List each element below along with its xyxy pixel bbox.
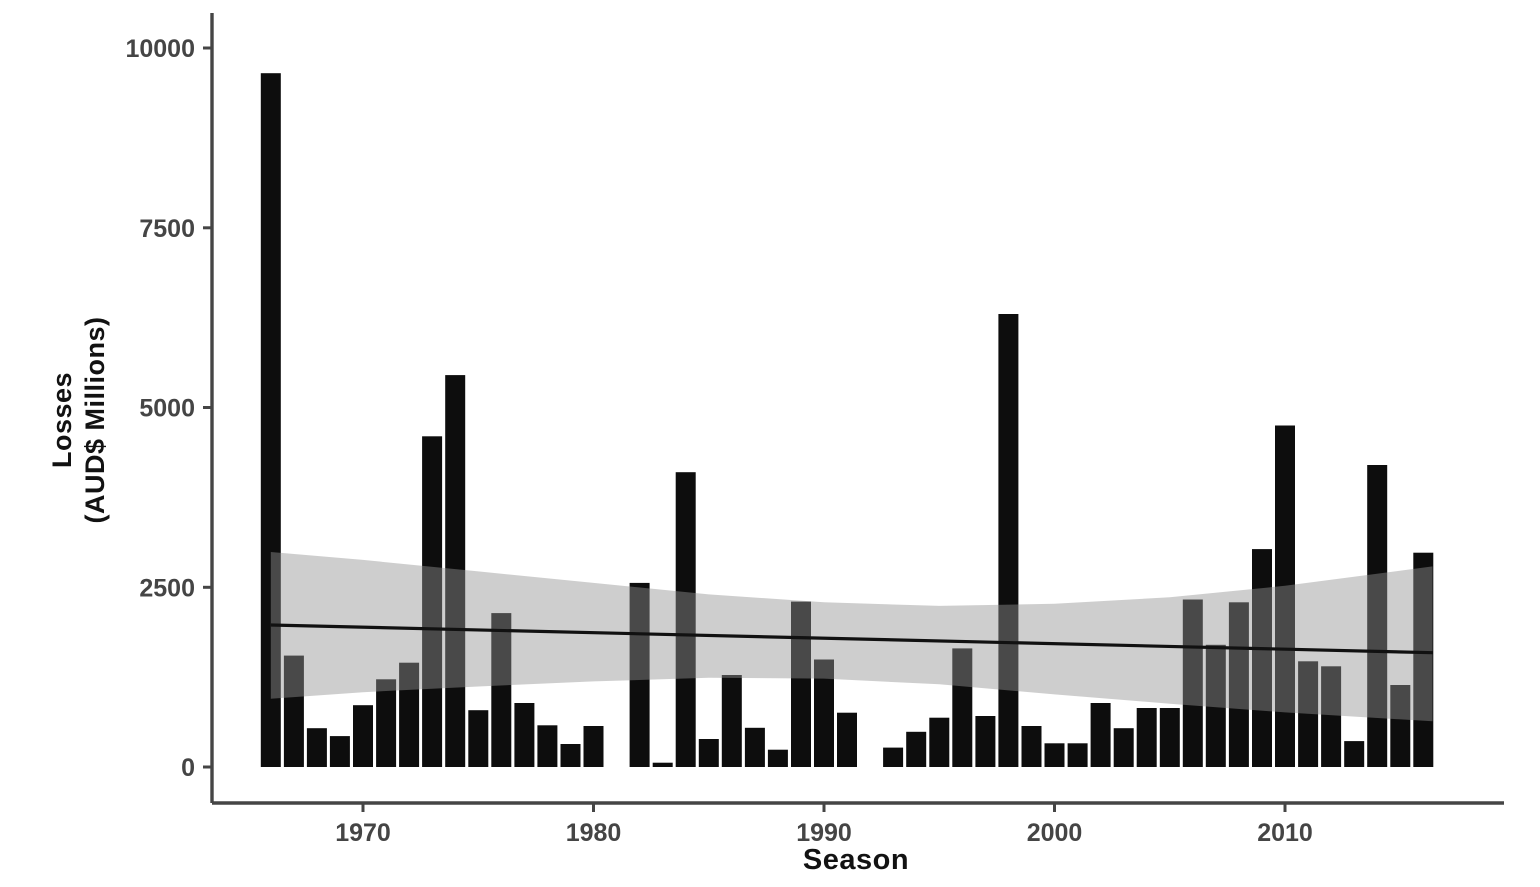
bar-1978 (537, 725, 558, 767)
bar-1983 (652, 762, 673, 767)
x-axis-title: Season (802, 844, 910, 876)
bar-2015 (1390, 685, 1411, 767)
y-axis-title: Losses (AUD$ Millions) (47, 316, 110, 524)
bar-2001 (1067, 743, 1088, 767)
y-tick-label-0: 0 (181, 754, 195, 782)
bar-1972 (399, 662, 420, 767)
bar-1979 (560, 744, 581, 767)
bar-1966 (260, 73, 281, 767)
y-tick-label-5000: 5000 (139, 395, 195, 423)
bar-2006 (1182, 599, 1203, 767)
bars-group (260, 73, 1434, 767)
bar-2010 (1275, 425, 1295, 767)
bar-1987 (744, 727, 765, 767)
bar-1976 (491, 613, 512, 767)
bar-1993 (883, 747, 904, 767)
bar-1980 (583, 726, 604, 767)
bar-1968 (306, 728, 327, 767)
bar-2003 (1113, 728, 1134, 767)
bar-2016 (1413, 552, 1434, 767)
bar-1988 (767, 749, 788, 767)
bar-1995 (929, 717, 950, 767)
bar-1985 (698, 739, 719, 767)
x-tick-label-1980: 1980 (566, 819, 622, 847)
bar-1982 (629, 582, 650, 767)
bar-1975 (468, 710, 489, 767)
bar-1984 (675, 472, 696, 767)
y-tick-label-10000: 10000 (125, 35, 195, 63)
bar-1998 (998, 314, 1019, 767)
bar-1971 (376, 679, 397, 767)
x-tick-label-1990: 1990 (796, 819, 852, 847)
bar-1973 (422, 436, 443, 767)
bar-2004 (1136, 708, 1157, 767)
bar-1970 (353, 705, 373, 767)
bar-1986 (721, 675, 742, 767)
bar-2009 (1252, 549, 1272, 767)
bar-1997 (975, 716, 996, 767)
bar-1991 (837, 712, 857, 767)
bar-1996 (952, 648, 973, 767)
bar-1994 (906, 731, 927, 767)
bar-2014 (1367, 465, 1388, 767)
bar-2005 (1159, 708, 1180, 767)
bar-2002 (1090, 703, 1111, 767)
confidence-band (270, 552, 1433, 722)
bar-2012 (1321, 666, 1342, 767)
bar-2011 (1298, 661, 1319, 767)
x-tick-label-2000: 2000 (1027, 819, 1083, 847)
bar-1967 (283, 655, 304, 767)
y-tick-label-2500: 2500 (139, 574, 195, 602)
bar-2008 (1228, 602, 1249, 767)
bar-2013 (1344, 741, 1365, 767)
bar-2007 (1205, 644, 1226, 767)
trend-line (270, 623, 1433, 655)
bar-1974 (445, 375, 466, 767)
x-tick-label-2010: 2010 (1257, 819, 1313, 847)
bar-1977 (514, 703, 535, 767)
bar-1969 (329, 736, 350, 767)
bar-1990 (814, 659, 834, 767)
bar-1999 (1021, 726, 1042, 767)
y-tick-label-7500: 7500 (139, 215, 195, 243)
bar-1989 (791, 601, 811, 767)
x-tick-label-1970: 1970 (335, 819, 391, 847)
bar-2000 (1044, 743, 1065, 767)
